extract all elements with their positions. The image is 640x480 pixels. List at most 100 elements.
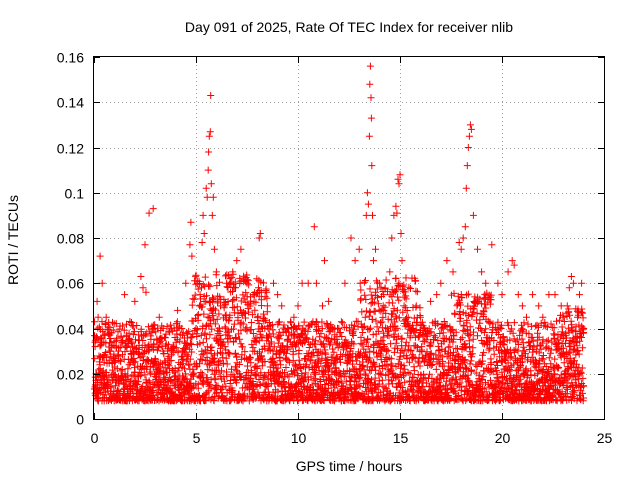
data-point — [205, 148, 213, 156]
data-point — [262, 285, 270, 293]
data-point — [434, 337, 442, 344]
data-point — [252, 382, 260, 390]
data-point — [394, 175, 402, 183]
data-point — [513, 372, 521, 380]
data-point — [510, 319, 518, 327]
data-point — [252, 298, 260, 306]
data-point — [408, 325, 416, 332]
data-point — [194, 316, 202, 324]
data-point — [258, 302, 265, 310]
data-point — [255, 234, 263, 242]
data-point — [287, 319, 295, 327]
data-point — [226, 275, 234, 283]
data-point — [318, 354, 326, 362]
data-point — [358, 308, 366, 316]
data-point — [124, 365, 132, 373]
data-point — [139, 284, 147, 292]
data-point — [208, 211, 216, 219]
data-point — [388, 362, 396, 370]
data-point — [577, 369, 585, 377]
data-point — [366, 285, 374, 293]
data-point — [423, 348, 431, 356]
data-point — [374, 294, 381, 302]
data-point — [261, 371, 268, 379]
data-point — [486, 368, 494, 376]
data-point — [230, 325, 238, 333]
data-point — [462, 397, 470, 405]
data-point — [330, 359, 338, 367]
data-point — [210, 393, 218, 400]
data-point — [112, 320, 120, 328]
data-point — [356, 373, 364, 381]
data-point — [260, 279, 267, 287]
data-point — [409, 353, 417, 361]
data-point — [300, 378, 308, 386]
x-axis-label: GPS time / hours — [296, 458, 403, 474]
data-point — [366, 354, 374, 362]
data-point — [402, 274, 410, 282]
data-point — [338, 352, 346, 360]
data-point — [578, 334, 585, 341]
data-point — [113, 365, 121, 373]
data-point — [450, 289, 458, 297]
data-point — [98, 334, 106, 342]
data-point — [466, 323, 474, 331]
data-point — [252, 338, 260, 346]
data-point — [317, 330, 325, 338]
data-point — [510, 348, 518, 356]
data-point — [509, 329, 517, 337]
data-point — [536, 387, 544, 395]
data-point — [464, 290, 472, 298]
data-point — [476, 371, 484, 379]
data-point — [533, 370, 541, 378]
data-point — [529, 380, 537, 388]
data-point — [317, 359, 325, 367]
data-point — [380, 291, 388, 299]
data-point — [255, 376, 263, 383]
data-point — [182, 370, 190, 378]
data-point — [542, 322, 550, 330]
data-point — [398, 257, 406, 265]
data-point — [412, 302, 420, 310]
data-point — [247, 326, 255, 333]
data-point — [109, 318, 116, 326]
data-point — [91, 343, 99, 351]
data-point — [439, 329, 447, 337]
data-point — [210, 295, 217, 303]
data-point — [229, 297, 236, 305]
data-point — [307, 373, 315, 381]
data-point — [322, 350, 330, 358]
data-point — [402, 304, 410, 312]
data-point — [466, 360, 474, 368]
data-point — [141, 341, 149, 349]
data-point — [542, 376, 550, 383]
data-point — [128, 319, 135, 326]
data-point — [381, 362, 389, 370]
data-point — [415, 332, 423, 340]
data-point — [111, 382, 119, 390]
data-point — [494, 377, 502, 385]
data-point — [563, 334, 570, 342]
data-point — [529, 291, 537, 299]
data-point — [261, 358, 269, 365]
data-point — [249, 330, 257, 337]
data-point — [434, 320, 442, 328]
data-point — [219, 383, 227, 391]
data-point — [256, 287, 264, 294]
data-point — [329, 325, 337, 333]
data-point — [257, 296, 265, 304]
data-point — [338, 379, 346, 387]
y-tick-label: 0.04 — [57, 322, 84, 338]
data-point — [156, 377, 164, 385]
data-point — [547, 349, 555, 357]
data-point — [226, 311, 234, 319]
data-point — [376, 369, 384, 377]
data-point — [201, 329, 209, 337]
data-point — [477, 389, 485, 397]
data-point — [292, 362, 300, 370]
data-point — [174, 367, 182, 375]
data-point — [192, 325, 200, 332]
data-point — [140, 331, 148, 339]
data-point — [480, 329, 488, 336]
y-tick-label: 0.08 — [57, 231, 84, 247]
